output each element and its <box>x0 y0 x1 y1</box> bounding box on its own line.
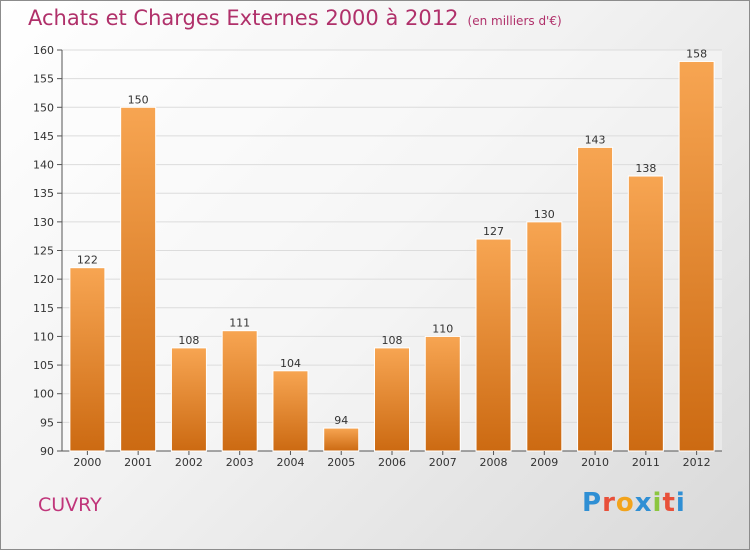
bar-value-label: 150 <box>128 93 149 106</box>
x-tick-label: 2012 <box>683 456 711 469</box>
y-tick-label: 130 <box>33 216 54 229</box>
bar-value-label: 108 <box>382 334 403 347</box>
x-tick-label: 2000 <box>73 456 101 469</box>
y-tick-label: 110 <box>33 330 54 343</box>
y-tick-label: 100 <box>33 388 54 401</box>
bar-value-label: 138 <box>635 162 656 175</box>
bar-value-label: 104 <box>280 357 301 370</box>
bar-value-label: 130 <box>534 208 555 221</box>
bar <box>526 221 563 452</box>
x-tick-label: 2006 <box>378 456 406 469</box>
bar <box>374 347 410 452</box>
y-tick-label: 155 <box>33 73 54 86</box>
bar <box>221 330 258 452</box>
bar <box>475 238 512 452</box>
x-tick-label: 2008 <box>480 456 508 469</box>
y-tick-label: 90 <box>40 445 54 458</box>
x-tick-label: 2003 <box>226 456 254 469</box>
chart-title-unit: (en milliers d'€) <box>467 14 562 28</box>
bar <box>424 335 461 452</box>
chart-title-main: Achats et Charges Externes 2000 à 2012 <box>28 6 459 30</box>
x-tick-label: 2010 <box>581 456 609 469</box>
town-name: CUVRY <box>38 494 102 516</box>
bar <box>323 427 360 452</box>
proxiti-logo: Proxiti <box>582 488 686 518</box>
y-tick-label: 140 <box>33 159 54 172</box>
y-tick-label: 160 <box>33 44 54 57</box>
bar-value-label: 110 <box>432 322 453 335</box>
bar <box>272 370 309 452</box>
x-tick-label: 2009 <box>530 456 558 469</box>
bar <box>170 347 207 452</box>
bar-value-label: 158 <box>686 47 707 60</box>
bar-value-label: 94 <box>334 414 348 427</box>
bar <box>577 146 614 452</box>
bar-value-label: 122 <box>77 254 98 267</box>
x-tick-label: 2001 <box>124 456 152 469</box>
y-tick-label: 95 <box>40 416 54 429</box>
x-tick-label: 2007 <box>429 456 457 469</box>
x-tick-label: 2004 <box>276 456 304 469</box>
y-tick-label: 120 <box>33 273 54 286</box>
chart-title: Achats et Charges Externes 2000 à 2012 (… <box>28 6 562 30</box>
y-tick-label: 150 <box>33 101 54 114</box>
bar-value-label: 111 <box>229 317 250 330</box>
bar-value-label: 143 <box>585 133 606 146</box>
x-tick-label: 2002 <box>175 456 203 469</box>
bar <box>627 175 664 452</box>
bar <box>678 60 715 452</box>
y-tick-label: 135 <box>33 187 54 200</box>
bar <box>120 106 157 452</box>
y-tick-label: 125 <box>33 245 54 258</box>
x-tick-label: 2005 <box>327 456 355 469</box>
bar-value-label: 127 <box>483 225 504 238</box>
x-tick-label: 2011 <box>632 456 660 469</box>
bar <box>69 267 106 452</box>
bar-value-label: 108 <box>178 334 199 347</box>
y-tick-label: 105 <box>33 359 54 372</box>
y-tick-label: 145 <box>33 130 54 143</box>
y-tick-label: 115 <box>33 302 54 315</box>
